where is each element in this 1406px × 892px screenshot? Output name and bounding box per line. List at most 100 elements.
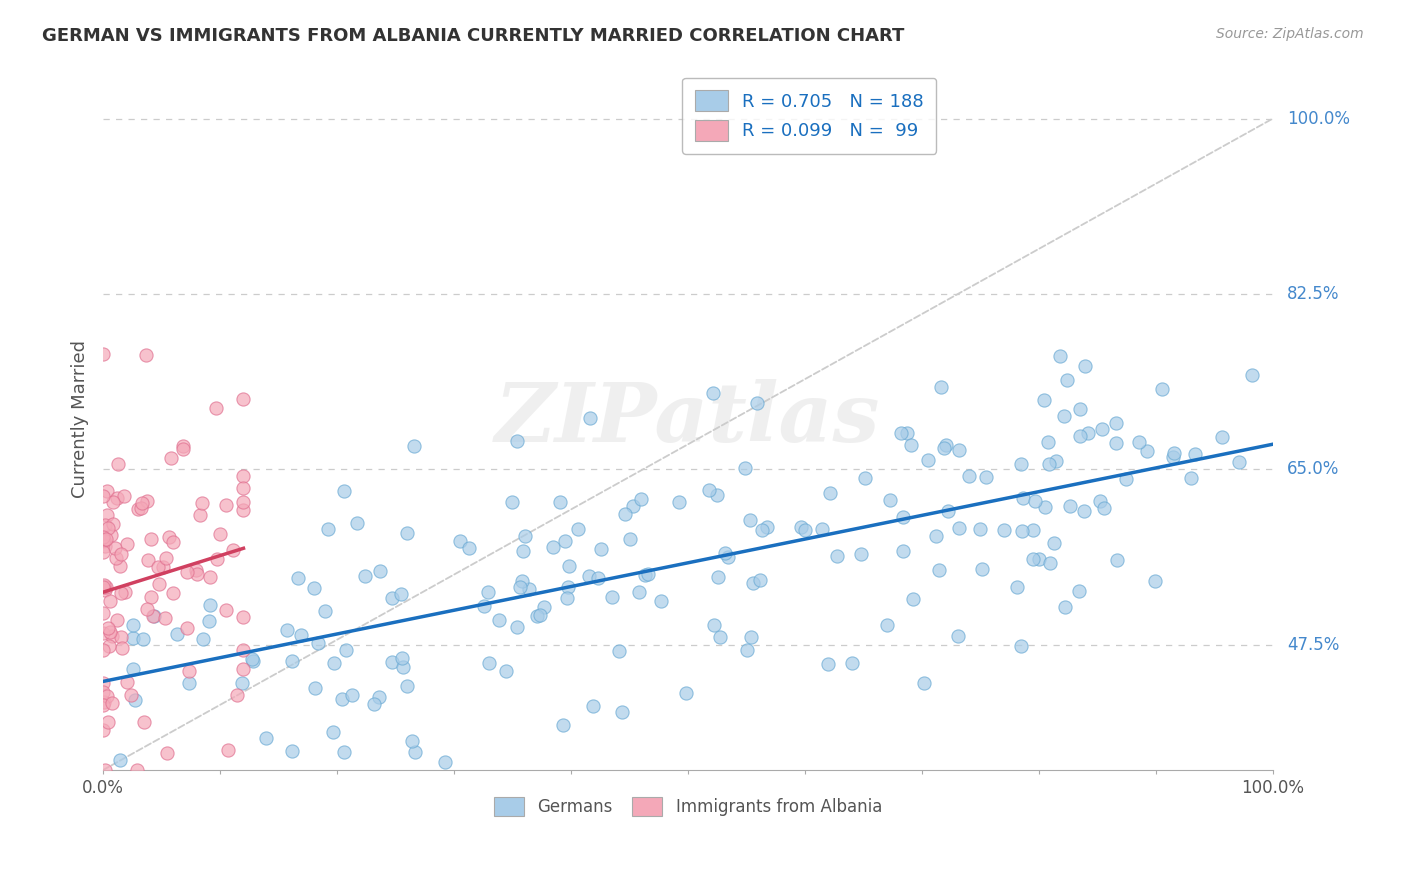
Point <box>322 724 344 739</box>
Point <box>517 582 540 596</box>
Point <box>1150 382 1173 396</box>
Point <box>91 685 114 699</box>
Point <box>232 503 254 517</box>
Point <box>529 608 551 623</box>
Point <box>94 763 117 777</box>
Point <box>254 731 277 745</box>
Point <box>155 746 177 760</box>
Point <box>166 627 188 641</box>
Point <box>1049 349 1071 363</box>
Point <box>115 537 138 551</box>
Point <box>589 541 612 556</box>
Point <box>541 540 564 554</box>
Point <box>702 386 724 401</box>
Point <box>1105 435 1128 450</box>
Point <box>613 507 636 521</box>
Point <box>346 516 368 530</box>
Point <box>214 603 236 617</box>
Point <box>1022 552 1045 566</box>
Point <box>472 599 495 614</box>
Point <box>506 619 529 633</box>
Point <box>912 676 935 690</box>
Point <box>232 662 254 676</box>
Point <box>900 438 922 452</box>
Point <box>217 743 239 757</box>
Point <box>304 681 326 695</box>
Point <box>363 698 385 712</box>
Point <box>96 508 118 523</box>
Point <box>600 590 623 604</box>
Point <box>1073 504 1095 518</box>
Point <box>1045 454 1067 468</box>
Point <box>381 591 404 606</box>
Point <box>974 469 997 483</box>
Point <box>141 609 163 624</box>
Point <box>121 618 143 632</box>
Point <box>668 494 690 508</box>
Point <box>176 621 198 635</box>
Point <box>389 587 412 601</box>
Point <box>104 541 127 556</box>
Point <box>93 582 115 597</box>
Point <box>513 529 536 543</box>
Point <box>740 630 762 644</box>
Point <box>1011 524 1033 538</box>
Point <box>936 504 959 518</box>
Point <box>634 568 657 582</box>
Point <box>93 695 115 709</box>
Point <box>825 549 848 563</box>
Point <box>1115 472 1137 486</box>
Point <box>619 532 641 546</box>
Point <box>1022 523 1045 537</box>
Point <box>276 623 298 637</box>
Point <box>131 496 153 510</box>
Point <box>152 560 174 574</box>
Point <box>232 494 254 508</box>
Point <box>957 468 980 483</box>
Point <box>477 585 499 599</box>
Point <box>330 691 353 706</box>
Point <box>132 632 155 646</box>
Point <box>890 426 912 441</box>
Point <box>811 522 834 536</box>
Point <box>555 591 578 605</box>
Point <box>100 696 122 710</box>
Point <box>820 486 842 500</box>
Point <box>302 582 325 596</box>
Point <box>107 458 129 472</box>
Point <box>207 552 229 566</box>
Point <box>323 656 346 670</box>
Point <box>931 380 953 394</box>
Point <box>105 550 128 565</box>
Point <box>91 698 114 713</box>
Point <box>554 534 576 549</box>
Point <box>637 567 659 582</box>
Point <box>115 674 138 689</box>
Point <box>1143 574 1166 588</box>
Point <box>157 530 180 544</box>
Point <box>112 489 135 503</box>
Point <box>1028 552 1050 566</box>
Point <box>1033 500 1056 515</box>
Point <box>401 734 423 748</box>
Point <box>368 690 391 704</box>
Y-axis label: Currently Married: Currently Married <box>72 340 89 499</box>
Point <box>91 533 114 548</box>
Point <box>396 526 419 541</box>
Point <box>1038 435 1060 450</box>
Point <box>749 573 772 587</box>
Point <box>121 662 143 676</box>
Point <box>97 639 120 653</box>
Point <box>434 755 457 769</box>
Point <box>103 494 125 508</box>
Point <box>332 745 354 759</box>
Point <box>200 570 222 584</box>
Point <box>391 660 413 674</box>
Point <box>1128 434 1150 449</box>
Point <box>506 434 529 449</box>
Point <box>94 539 117 553</box>
Point <box>93 581 115 595</box>
Point <box>751 523 773 537</box>
Point <box>242 654 264 668</box>
Point <box>1052 409 1074 423</box>
